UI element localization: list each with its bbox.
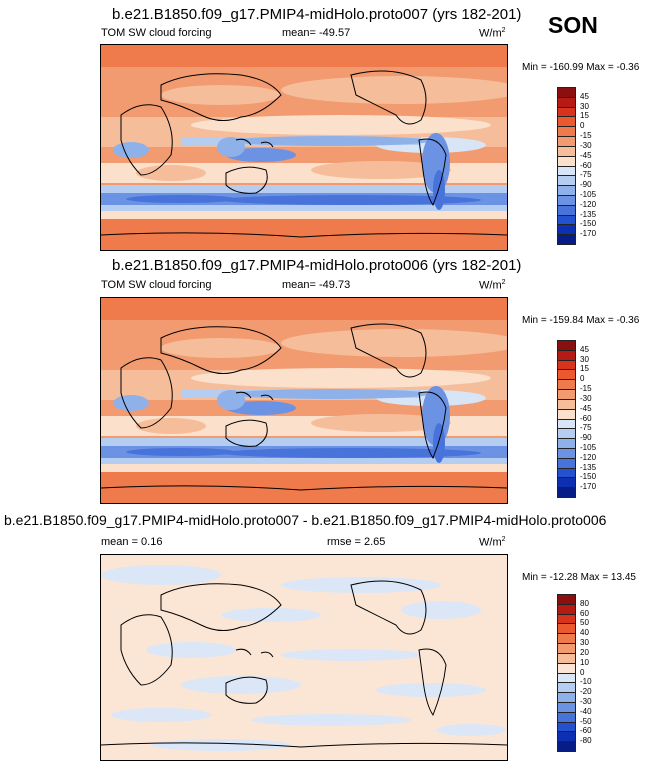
legend-tick-label: -105 [580, 442, 597, 452]
panel3-rmse-label: rmse = 2.65 [327, 536, 386, 548]
legend-tick-label: 10 [580, 657, 589, 667]
panel1-variable-label: TOM SW cloud forcing [101, 27, 212, 39]
legend-tick-label: 15 [580, 111, 589, 121]
panel2-units: W/m2 [479, 279, 506, 292]
legend-tick-label: -30 [580, 696, 592, 706]
legend-tick-label: 15 [580, 364, 589, 374]
panel1-minmax: Min = -160.99 Max = -0.36 [522, 62, 640, 73]
legend-tick-label: -15 [580, 131, 592, 141]
legend-tick-label: 20 [580, 647, 589, 657]
panel1-title: b.e21.B1850.f09_g17.PMIP4-midHolo.proto0… [112, 6, 522, 23]
legend-tick-label: -45 [580, 403, 592, 413]
legend-tick-label: 45 [580, 344, 589, 354]
panel2-legend-bar: 45 30 15 0 -15 -30 -45 -60 -75 -90 -105 -120 -135 -15… [557, 340, 596, 498]
legend-tick-label: -45 [580, 150, 592, 160]
legend-tick-label: 0 [580, 121, 585, 131]
legend-tick-label: -150 [580, 219, 597, 229]
legend-tick-label: 50 [580, 618, 589, 628]
legend-tick-label: 30 [580, 354, 589, 364]
legend-swatch [557, 487, 576, 498]
legend-tick-label: -40 [580, 706, 592, 716]
legend-tick-label: 60 [580, 608, 589, 618]
legend-tick-label: -120 [580, 452, 597, 462]
legend-tick-label: -60 [580, 726, 592, 736]
legend-tick-label: -50 [580, 716, 592, 726]
panel1-legend-bar: 45 30 15 0 -15 -30 -45 -60 -75 -90 -105 -120 -135 -15… [557, 87, 596, 245]
legend-swatch [557, 741, 576, 752]
legend-tick-label: -150 [580, 472, 597, 482]
legend-tick-label: -170 [580, 482, 597, 492]
legend-tick-label: 0 [580, 374, 585, 384]
legend-tick-label: -30 [580, 393, 592, 403]
panel1-map [100, 44, 508, 251]
legend-tick-label: 30 [580, 638, 589, 648]
panel1-map-field [101, 45, 507, 250]
legend-tick-label: 30 [580, 101, 589, 111]
panel2-title: b.e21.B1850.f09_g17.PMIP4-midHolo.proto0… [112, 257, 522, 274]
legend-tick-label: -135 [580, 209, 597, 219]
legend-tick-label: -80 [580, 736, 592, 746]
legend-tick-label: -90 [580, 180, 592, 190]
panel2-mean-label: mean= -49.73 [282, 279, 351, 291]
legend-tick-label: 80 [580, 598, 589, 608]
panel2-map-field [101, 298, 507, 503]
legend-tick-label: -75 [580, 423, 592, 433]
legend-tick-label: -90 [580, 433, 592, 443]
panel3-units: W/m2 [479, 536, 506, 549]
legend-tick-label: -120 [580, 199, 597, 209]
panel3-mean-label: mean = 0.16 [101, 536, 163, 548]
legend-tick-label: 0 [580, 667, 585, 677]
legend-tick-label: -20 [580, 687, 592, 697]
legend-tick-label: -30 [580, 140, 592, 150]
panel3-title: b.e21.B1850.f09_g17.PMIP4-midHolo.proto0… [4, 512, 607, 528]
panel1-mean-label: mean= -49.57 [282, 27, 351, 39]
legend-tick-label: -105 [580, 189, 597, 199]
panel3-map [100, 554, 508, 761]
legend-tick-label: -15 [580, 384, 592, 394]
panel3-minmax: Min = -12.28 Max = 13.45 [522, 572, 636, 583]
panel2-minmax: Min = -159.84 Max = -0.36 [522, 315, 640, 326]
legend-tick-label: -60 [580, 160, 592, 170]
legend-tick-label: -135 [580, 462, 597, 472]
legend-tick-label: -75 [580, 170, 592, 180]
legend-tick-label: 40 [580, 628, 589, 638]
legend-tick-label: -10 [580, 677, 592, 687]
panel2-map [100, 297, 508, 504]
panel2-variable-label: TOM SW cloud forcing [101, 279, 212, 291]
panel3-map-field [101, 555, 507, 760]
panel3-legend-bar: 80 60 50 40 30 20 10 0 -10 -20 -30 -40 -50 -60 -80 [557, 594, 592, 752]
panel1-units: W/m2 [479, 27, 506, 40]
legend-tick-label: -60 [580, 413, 592, 423]
legend-tick-label: -170 [580, 229, 597, 239]
legend-tick-label: 45 [580, 91, 589, 101]
legend-swatch [557, 234, 576, 245]
season-label: SON [548, 12, 598, 38]
